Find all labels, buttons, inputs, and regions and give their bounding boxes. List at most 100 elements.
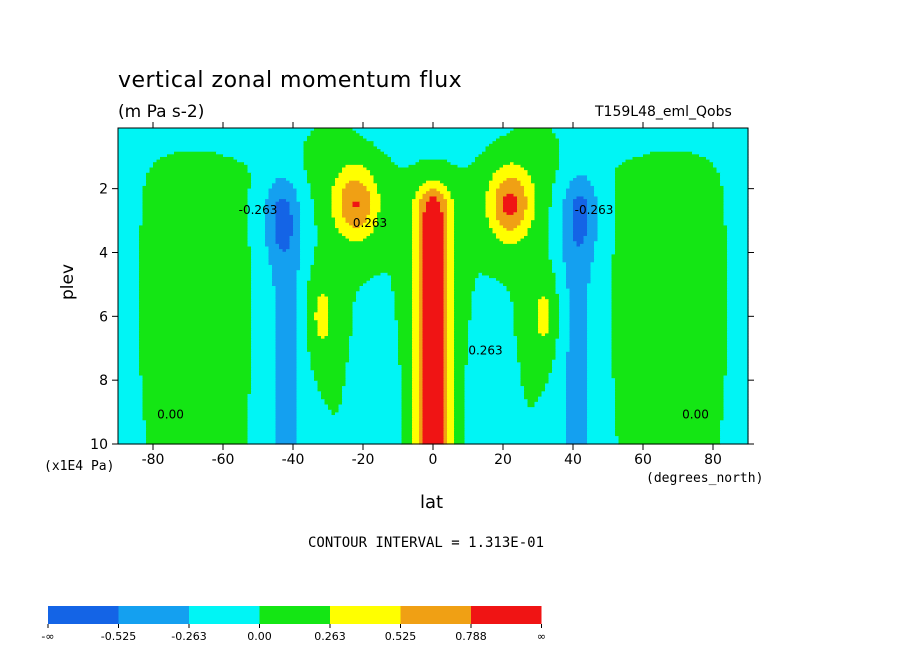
contour-fill-cell bbox=[566, 438, 588, 442]
contour-fill-cell bbox=[401, 370, 413, 374]
contour-fill-cell bbox=[118, 433, 147, 437]
contour-fill-cell bbox=[562, 241, 578, 245]
contour-fill-cell bbox=[401, 388, 413, 392]
contour-fill-cell bbox=[587, 209, 599, 213]
contour-fill-cell bbox=[611, 272, 728, 277]
contour-fill-cell bbox=[454, 401, 466, 406]
contour-fill-cell bbox=[282, 249, 287, 253]
contour-fill-cell bbox=[412, 280, 420, 284]
contour-fill-cell bbox=[548, 238, 564, 242]
contour-fill-cell bbox=[422, 307, 445, 311]
contour-fill-cell bbox=[471, 162, 511, 166]
contour-fill-cell bbox=[303, 159, 392, 163]
contour-fill-cell bbox=[587, 204, 599, 208]
contour-fill-cell bbox=[611, 354, 728, 358]
contour-fill-cell bbox=[251, 343, 277, 348]
x-tick-label: 20 bbox=[494, 452, 512, 468]
colorbar-label: -0.525 bbox=[101, 630, 136, 643]
contour-fill-cell bbox=[412, 333, 420, 337]
contour-fill-cell bbox=[345, 383, 403, 387]
contour-fill-cell bbox=[251, 333, 277, 337]
contour-fill-cell bbox=[314, 317, 329, 321]
contour-fill-cell bbox=[454, 354, 469, 358]
contour-fill-cell bbox=[464, 399, 529, 403]
contour-fill-cell bbox=[447, 333, 455, 337]
contour-fill-cell bbox=[247, 212, 266, 216]
contour-fill-cell bbox=[464, 375, 522, 379]
contour-fill-cell bbox=[506, 212, 515, 216]
contour-fill-cell bbox=[296, 401, 326, 406]
contour-fill-cell bbox=[118, 422, 147, 427]
contour-fill-cell bbox=[300, 207, 315, 211]
chart-title: vertical zonal momentum flux bbox=[118, 68, 463, 93]
contour-fill-cell bbox=[475, 286, 508, 290]
contour-fill-cell bbox=[443, 230, 448, 234]
contour-fill-cell bbox=[485, 199, 497, 203]
contour-fill-cell bbox=[447, 338, 455, 342]
contour-fill-cell bbox=[422, 291, 445, 295]
contour-fill-cell bbox=[296, 362, 312, 366]
contour-fill-cell bbox=[559, 336, 571, 340]
contour-fill-cell bbox=[366, 220, 378, 224]
contour-fill-cell bbox=[496, 138, 560, 142]
contour-fill-cell bbox=[513, 193, 525, 198]
contour-fill-cell bbox=[342, 391, 403, 395]
contour-fill-cell bbox=[142, 185, 252, 190]
contour-fill-cell bbox=[426, 207, 441, 211]
contour-fill-cell bbox=[142, 417, 249, 421]
contour-fill-cell bbox=[342, 386, 403, 390]
contour-fill-cell bbox=[422, 257, 445, 261]
contour-fill-cell bbox=[419, 270, 424, 274]
contour-fill-cell bbox=[443, 222, 448, 227]
contour-fill-cell bbox=[419, 349, 424, 353]
contour-fill-cell bbox=[412, 264, 420, 269]
contour-fill-cell bbox=[118, 175, 147, 179]
contour-fill-cell bbox=[146, 433, 249, 437]
contour-fill-cell bbox=[118, 167, 151, 171]
contour-fill-cell bbox=[317, 235, 347, 240]
contour-fill-cell bbox=[552, 365, 567, 369]
contour-fill-cell bbox=[566, 399, 588, 403]
contour-fill-cell bbox=[268, 193, 298, 198]
contour-fill-cell bbox=[422, 193, 445, 198]
contour-fill-cell bbox=[251, 370, 277, 374]
contour-fill-cell bbox=[489, 225, 504, 229]
contour-fill-cell bbox=[296, 199, 315, 203]
contour-fill-cell bbox=[559, 309, 571, 313]
contour-fill-cell bbox=[275, 233, 294, 237]
contour-fill-cell bbox=[247, 164, 305, 169]
contour-fill-cell bbox=[447, 309, 455, 313]
contour-fill-cell bbox=[422, 393, 445, 398]
contour-fill-cell bbox=[447, 296, 455, 300]
contour-fill-cell bbox=[419, 257, 424, 261]
contour-fill-cell bbox=[419, 304, 424, 308]
contour-fill-cell bbox=[552, 185, 571, 190]
contour-fill-cell bbox=[723, 217, 749, 221]
contour-fill-cell bbox=[293, 228, 301, 232]
contour-fill-cell bbox=[587, 428, 616, 432]
contour-fill-cell bbox=[569, 299, 588, 303]
contour-fill-cell bbox=[587, 301, 613, 306]
contour-fill-cell bbox=[615, 386, 725, 390]
contour-fill-cell bbox=[317, 328, 329, 332]
contour-fill-cell bbox=[454, 404, 466, 408]
contour-fill-cell bbox=[723, 386, 749, 390]
contour-fill-cell bbox=[391, 275, 413, 279]
contour-fill-cell bbox=[419, 201, 427, 205]
contour-fill-cell bbox=[454, 225, 490, 229]
contour-fill-cell bbox=[569, 183, 592, 187]
contour-fill-cell bbox=[314, 375, 347, 379]
contour-fill-cell bbox=[314, 251, 413, 255]
contour-fill-cell bbox=[727, 296, 749, 300]
contour-fill-cell bbox=[251, 365, 277, 369]
contour-fill-cell bbox=[412, 286, 420, 290]
contour-fill-cell bbox=[307, 309, 319, 313]
contour-fill-cell bbox=[485, 214, 497, 219]
contour-fill-cell bbox=[496, 170, 529, 174]
contour-fill-cell bbox=[251, 278, 273, 282]
contour-fill-cell bbox=[447, 409, 455, 413]
contour-fill-cell bbox=[506, 286, 557, 290]
contour-fill-cell bbox=[587, 388, 616, 392]
contour-fill-cell bbox=[499, 135, 557, 140]
contour-fill-cell bbox=[587, 441, 620, 445]
